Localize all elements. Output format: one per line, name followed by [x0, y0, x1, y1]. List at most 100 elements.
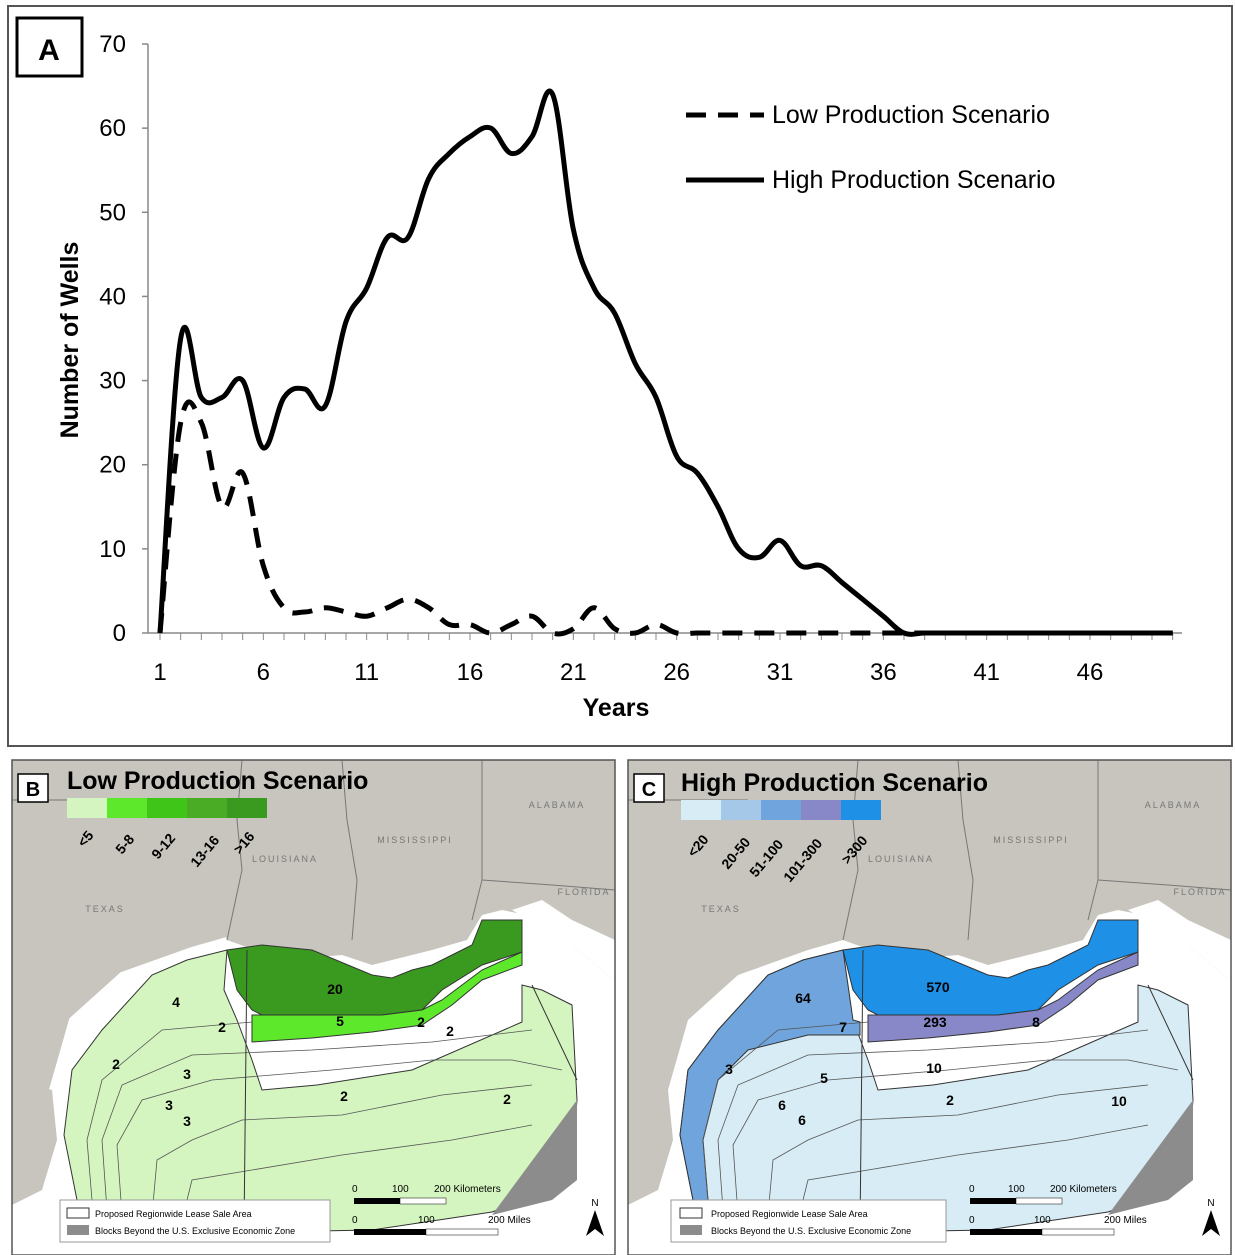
planning-boundary	[243, 949, 248, 1231]
series-line-low	[157, 399, 1173, 637]
legend-swatch	[107, 798, 147, 818]
state-label-louisiana: LOUISIANA	[868, 854, 934, 864]
map-c-scale-bar: 0 100 200 Kilometers 0 100 200 Miles	[969, 1184, 1147, 1236]
scale-100-km: 100	[392, 1184, 409, 1195]
scale-mi-label: 200 Miles	[488, 1215, 531, 1226]
x-tick-label: 46	[1077, 659, 1104, 686]
legend-swatch	[841, 800, 881, 820]
y-tick-label: 30	[99, 368, 126, 395]
state-label-alabama: ALABAMA	[1145, 800, 1202, 810]
y-axis-ticks: 0 10 20 30 40 50 60 70	[99, 31, 148, 647]
legend-swatch	[187, 798, 227, 818]
map-c-feature-legend: Proposed Regionwide Lease Sale Area Bloc…	[670, 1199, 947, 1243]
region-value: 7	[839, 1019, 847, 1035]
panel-c-frame	[627, 759, 1232, 1255]
map-c-color-legend: <20 20-50 51-100 101-300 >300	[681, 800, 881, 885]
scale-zero-mi: 0	[969, 1215, 975, 1226]
state-label-texas: TEXAS	[85, 904, 125, 914]
panel-c-map: ALABAMA MISSISSIPPI LOUISIANA FLORIDA TE…	[628, 760, 1231, 1255]
legend-label-low: Low Production Scenario	[772, 101, 1050, 129]
region-value: 10	[926, 1060, 942, 1076]
region-value: 6	[778, 1097, 786, 1113]
scale-km-label: 200 Kilometers	[434, 1184, 501, 1195]
north-arrow: N	[586, 1198, 604, 1236]
map-b-title: Low Production Scenario	[67, 767, 368, 795]
map-c-title: High Production Scenario	[681, 769, 988, 797]
state-label-florida: FLORIDA	[557, 887, 610, 897]
region-value: 10	[1111, 1093, 1127, 1109]
x-tick-label: 11	[354, 659, 379, 686]
scale-bar-mi-1	[970, 1229, 1042, 1235]
panel-a-label-box	[15, 16, 84, 78]
x-axis-ticks: 1 6 11 16 21 26 31 36 41 46	[153, 659, 1103, 686]
eez-label: Blocks Beyond the U.S. Exclusive Economi…	[711, 1226, 911, 1236]
depth-contour	[101, 1029, 533, 1211]
scale-bar-km-2	[399, 1197, 447, 1205]
legend-swatch	[147, 798, 187, 818]
planning-boundary	[859, 949, 864, 1231]
y-tick-label: 50	[99, 199, 126, 226]
region-value: 2	[946, 1092, 954, 1108]
lease-area-label: Proposed Regionwide Lease Sale Area	[711, 1209, 868, 1219]
region-value: 8	[1032, 1014, 1040, 1030]
x-tick-label: 31	[767, 659, 794, 686]
north-label: N	[591, 1198, 598, 1209]
state-label-louisiana: LOUISIANA	[252, 854, 318, 864]
eez-block-c	[1108, 1100, 1193, 1215]
scale-bar-km-1	[970, 1198, 1016, 1204]
chart-legend: Low Production Scenario High Production …	[686, 101, 1056, 194]
panel-c-label: C	[642, 779, 656, 801]
state-label-mississippi: MISSISSIPPI	[993, 835, 1069, 845]
x-tick-label: 6	[257, 659, 270, 686]
region-value: 3	[725, 1061, 733, 1077]
y-tick-label: 10	[99, 536, 126, 563]
north-label: N	[1207, 1198, 1214, 1209]
region-value: 293	[923, 1014, 947, 1030]
x-axis-label: Years	[583, 694, 650, 722]
planning-boundary	[1147, 984, 1194, 1081]
scale-zero-km: 0	[352, 1184, 358, 1195]
region-values-c: 570 293 64 7 8 10 5 3 6 6 2 10	[725, 979, 1127, 1128]
region-value: 20	[327, 981, 343, 997]
state-border	[341, 760, 358, 941]
x-tick-label: 26	[663, 659, 690, 686]
region-value: 2	[446, 1023, 454, 1039]
scale-100-mi: 100	[418, 1215, 435, 1226]
region-value: 570	[926, 979, 950, 995]
series-layer	[157, 88, 1173, 637]
region-bright-green	[251, 951, 523, 1043]
lease-area-swatch	[679, 1207, 703, 1219]
lease-area-label: Proposed Regionwide Lease Sale Area	[95, 1209, 252, 1219]
lease-area-swatch	[66, 1207, 90, 1219]
region-value: 2	[218, 1019, 226, 1035]
legend-swatch	[721, 800, 761, 820]
scale-mi-label: 200 Miles	[1104, 1215, 1147, 1226]
depth-contour	[86, 1021, 253, 1201]
region-value: 2	[340, 1088, 348, 1104]
eez-label: Blocks Beyond the U.S. Exclusive Economi…	[95, 1226, 295, 1236]
y-tick-label: 0	[113, 620, 126, 647]
y-tick-label: 70	[99, 31, 126, 58]
florida-coast-water	[512, 900, 615, 980]
state-border	[481, 879, 615, 891]
depth-contour	[151, 1084, 533, 1216]
legend-swatch	[801, 800, 841, 820]
scale-km-label: 200 Kilometers	[1050, 1184, 1117, 1195]
region-purple	[867, 951, 1139, 1043]
legend-swatch	[67, 798, 107, 818]
region-value: 2	[503, 1091, 511, 1107]
planning-boundary	[531, 984, 578, 1081]
scale-bar-km-2	[1015, 1197, 1063, 1205]
scale-100-km: 100	[1008, 1184, 1025, 1195]
north-arrow-icon	[1202, 1210, 1220, 1236]
depth-contour	[732, 1059, 1179, 1216]
state-border	[842, 760, 859, 941]
x-tick-label: 1	[153, 659, 166, 686]
legend-swatch	[227, 798, 267, 818]
map-b-color-legend: <5 5-8 9-12 13-16 >16	[67, 798, 267, 870]
region-value: 2	[417, 1014, 425, 1030]
region-values-b: 20 5 4 2 2 2 2 3 3 3 2 2	[112, 981, 511, 1129]
eez-block-b	[492, 1100, 577, 1215]
